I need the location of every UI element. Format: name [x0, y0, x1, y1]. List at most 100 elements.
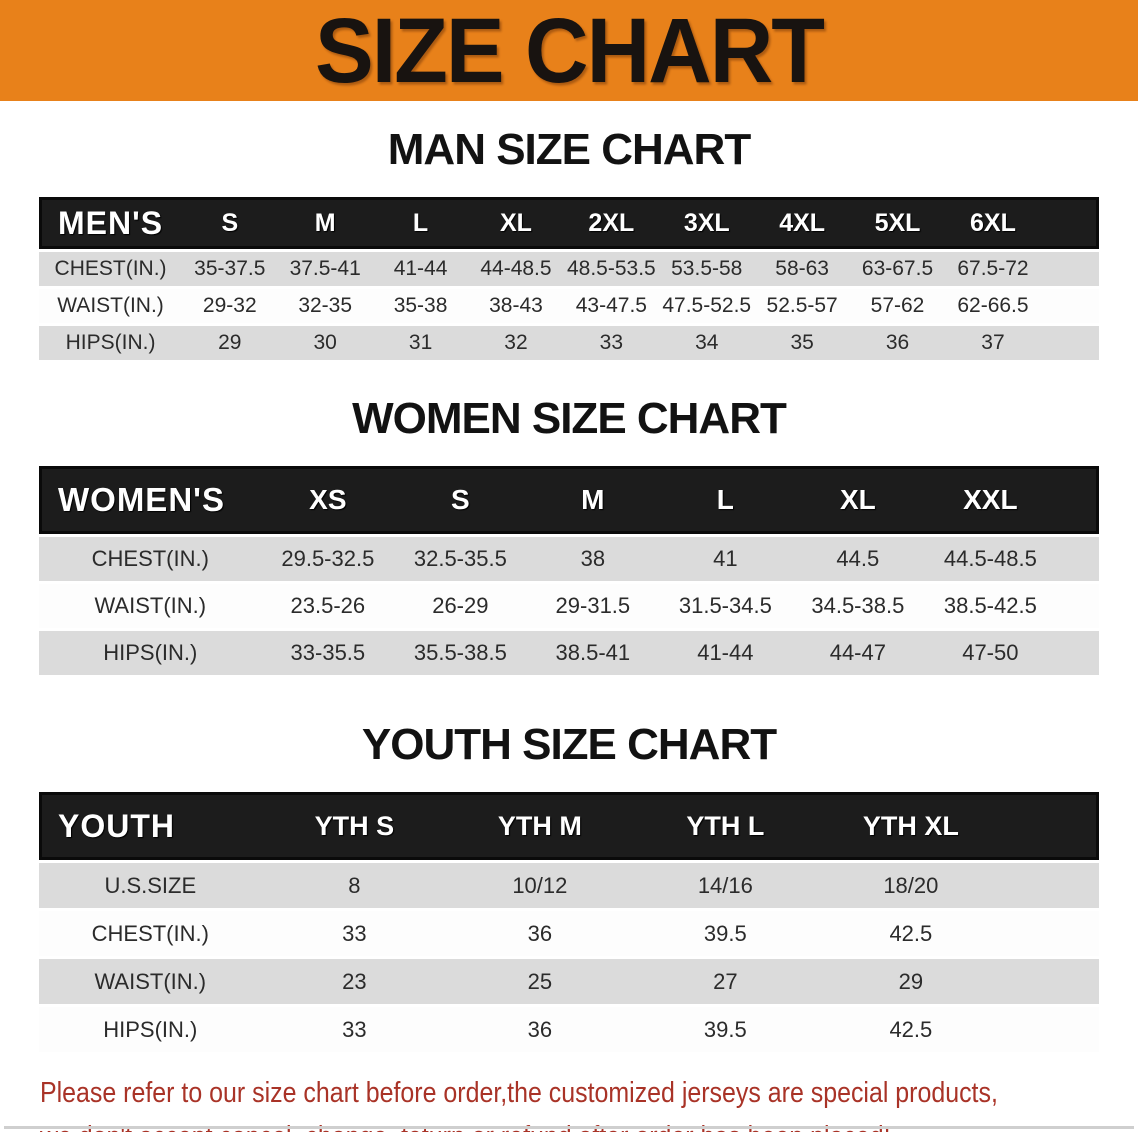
- size-value: 25: [447, 959, 633, 1004]
- size-value: 32: [468, 326, 564, 360]
- table-row: CHEST(IN.) 35-37.5 37.5-41 41-44 44-48.5 48.5…: [39, 252, 1099, 286]
- size-value: 41-44: [372, 252, 469, 286]
- row-label: CHEST(IN.): [39, 537, 262, 581]
- size-value: 67.5-72: [945, 252, 1041, 286]
- column-header: S: [394, 466, 527, 534]
- column-header: XS: [261, 466, 395, 534]
- size-value: 33: [261, 1007, 448, 1052]
- size-value: 57-62: [849, 289, 946, 323]
- table-row: WAIST(IN.) 29-32 32-35 35-38 38-43 43-47.5 47.…: [39, 289, 1099, 323]
- column-header: YTH XL: [818, 792, 1004, 860]
- row-label: WAIST(IN.): [39, 584, 262, 628]
- size-value: 34: [659, 326, 755, 360]
- row-spacer: [1056, 537, 1099, 581]
- table-row: WAIST(IN.) 23.5-26 26-29 29-31.5 31.5-34.5 34…: [39, 584, 1099, 628]
- size-value: 47-50: [924, 631, 1057, 675]
- size-value: 39.5: [632, 911, 819, 956]
- row-label: HIPS(IN.): [39, 631, 262, 675]
- size-value: 33: [563, 326, 660, 360]
- size-value: 36: [447, 1007, 633, 1052]
- row-spacer: [1003, 911, 1099, 956]
- bottom-divider: [4, 1126, 1134, 1129]
- women-size-table-container: WOMEN'S XS S M L XL XXL CHEST(IN.) 29.5-32.5 32.5…: [39, 463, 1099, 678]
- column-header: XL: [791, 466, 925, 534]
- women-section-heading: WOMEN SIZE CHART: [352, 394, 787, 443]
- youth-section-heading: YOUTH SIZE CHART: [361, 720, 777, 769]
- size-value: 23: [261, 959, 448, 1004]
- table-row: HIPS(IN.) 33-35.5 35.5-38.5 38.5-41 41-44 44-…: [39, 631, 1099, 675]
- row-spacer: [1040, 326, 1099, 360]
- size-value: 14/16: [632, 863, 819, 908]
- column-header: YTH S: [261, 792, 448, 860]
- size-value: 38.5-42.5: [924, 584, 1057, 628]
- header-spacer: [1003, 792, 1099, 860]
- disclaimer-note: Please refer to our size chart before or…: [40, 1071, 1138, 1132]
- column-header: M: [526, 466, 660, 534]
- column-header: M: [277, 197, 373, 249]
- row-label: WAIST(IN.): [39, 289, 183, 323]
- column-header: XXL: [924, 466, 1057, 534]
- size-value: 37: [945, 326, 1041, 360]
- size-value: 35-37.5: [182, 252, 278, 286]
- row-label: HIPS(IN.): [39, 326, 183, 360]
- size-value: 48.5-53.5: [563, 252, 660, 286]
- size-value: 44.5-48.5: [924, 537, 1057, 581]
- column-header: 4XL: [754, 197, 850, 249]
- size-value: 23.5-26: [261, 584, 395, 628]
- size-value: 42.5: [818, 911, 1004, 956]
- size-value: 63-67.5: [849, 252, 946, 286]
- page-title: SIZE CHART: [315, 0, 825, 102]
- size-value: 31: [372, 326, 469, 360]
- column-header: L: [372, 197, 469, 249]
- size-value: 35.5-38.5: [394, 631, 527, 675]
- column-header: 6XL: [945, 197, 1041, 249]
- row-spacer: [1040, 252, 1099, 286]
- title-banner: SIZE CHART: [0, 0, 1138, 101]
- row-spacer: [1003, 959, 1099, 1004]
- size-value: 27: [632, 959, 819, 1004]
- size-value: 26-29: [394, 584, 527, 628]
- table-corner-label: MEN'S: [39, 197, 183, 249]
- disclaimer-line-2: we don't accept cancel, change, teturn o…: [40, 1115, 890, 1132]
- size-value: 33-35.5: [261, 631, 395, 675]
- header-spacer: [1040, 197, 1099, 249]
- size-value: 38: [526, 537, 660, 581]
- size-value: 32.5-35.5: [394, 537, 527, 581]
- size-value: 10/12: [447, 863, 633, 908]
- table-row: CHEST(IN.) 33 36 39.5 42.5: [39, 911, 1099, 956]
- size-value: 41-44: [659, 631, 792, 675]
- size-value: 44-47: [791, 631, 925, 675]
- row-label: U.S.SIZE: [39, 863, 262, 908]
- table-header-row: WOMEN'S XS S M L XL XXL: [39, 466, 1099, 534]
- size-value: 32-35: [277, 289, 373, 323]
- row-spacer: [1003, 1007, 1099, 1052]
- row-spacer: [1003, 863, 1099, 908]
- size-value: 8: [261, 863, 448, 908]
- size-value: 29-31.5: [526, 584, 660, 628]
- size-value: 38-43: [468, 289, 564, 323]
- column-header: 5XL: [849, 197, 946, 249]
- size-value: 39.5: [632, 1007, 819, 1052]
- size-value: 35-38: [372, 289, 469, 323]
- size-table: WOMEN'S XS S M L XL XXL CHEST(IN.) 29.5-32.5 32.5…: [39, 463, 1099, 678]
- table-row: HIPS(IN.) 29 30 31 32 33 34 35 36 37: [39, 326, 1099, 360]
- column-header: 3XL: [659, 197, 755, 249]
- size-value: 36: [849, 326, 946, 360]
- size-value: 29: [182, 326, 278, 360]
- size-value: 47.5-52.5: [659, 289, 755, 323]
- table-row: WAIST(IN.) 23 25 27 29: [39, 959, 1099, 1004]
- disclaimer-line-1: Please refer to our size chart before or…: [40, 1077, 998, 1109]
- column-header: XL: [468, 197, 564, 249]
- youth-size-table-container: YOUTH YTH S YTH M YTH L YTH XL U.S.SIZE 8 10/12…: [39, 789, 1099, 1055]
- table-row: CHEST(IN.) 29.5-32.5 32.5-35.5 38 41 44.5 44.5…: [39, 537, 1099, 581]
- size-value: 44-48.5: [468, 252, 564, 286]
- size-value: 38.5-41: [526, 631, 660, 675]
- row-label: WAIST(IN.): [39, 959, 262, 1004]
- column-header: S: [182, 197, 278, 249]
- table-header-row: MEN'S S M L XL 2XL 3XL 4XL 5XL 6XL: [39, 197, 1099, 249]
- size-value: 29-32: [182, 289, 278, 323]
- column-header: L: [659, 466, 792, 534]
- table-corner-label: WOMEN'S: [39, 466, 262, 534]
- size-value: 34.5-38.5: [791, 584, 925, 628]
